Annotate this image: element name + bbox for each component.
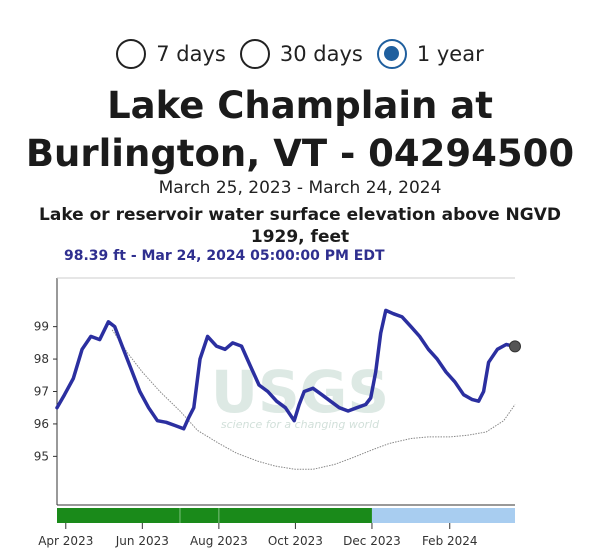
parameter-label: Lake or reservoir water surface elevatio…	[20, 204, 580, 248]
status-bar	[57, 508, 515, 523]
date-range: March 25, 2023 - March 24, 2024	[158, 178, 442, 198]
x-tick-label: Jun 2023	[115, 534, 169, 548]
x-tick-label: Apr 2023	[38, 534, 93, 548]
status-segment-provisional	[371, 508, 515, 523]
parameter-line-2: 1929, feet	[250, 227, 350, 247]
series-layer	[55, 308, 521, 470]
x-tick-label: Aug 2023	[190, 534, 248, 548]
x-tick-label: Feb 2024	[422, 534, 478, 548]
title-line-2: Burlington, VT - 04294500	[25, 132, 575, 175]
y-tick-label: 96	[34, 417, 49, 431]
range-option-7-days[interactable]: 7 days	[116, 39, 226, 69]
page-title: Lake Champlain at Burlington, VT - 04294…	[0, 82, 600, 178]
elevation-line	[55, 308, 517, 431]
x-tick-label: Oct 2023	[268, 534, 323, 548]
radio-1-year[interactable]	[376, 39, 407, 69]
parameter-line-1: Lake or reservoir water surface elevatio…	[39, 205, 561, 225]
radio-30-days[interactable]	[239, 39, 270, 69]
status-segment-approved	[57, 508, 372, 523]
range-option-30-days[interactable]: 30 days	[239, 39, 363, 69]
title-line-1: Lake Champlain at	[107, 84, 493, 127]
range-label-7-days: 7 days	[156, 42, 226, 66]
latest-value-marker	[509, 340, 521, 353]
watermark-logo-text: USGS	[211, 358, 389, 426]
latest-reading: 98.39 ft - Mar 24, 2024 05:00:00 PM EDT	[64, 248, 385, 264]
y-tick-label: 95	[34, 449, 49, 463]
radio-7-days[interactable]	[116, 39, 147, 69]
y-tick-label: 99	[34, 320, 49, 334]
x-tick-label: Dec 2023	[343, 534, 401, 548]
watermark-tagline: science for a changing world	[221, 418, 380, 431]
x-axis-ticks: Apr 2023 Jun 2023 Aug 2023 Oct 2023 Dec 2023…	[38, 523, 478, 548]
y-tick-label: 97	[34, 385, 49, 399]
range-option-1-year[interactable]: 1 year	[376, 39, 484, 69]
range-label-1-year: 1 year	[416, 42, 484, 66]
time-range-selector: 7 days 30 days 1 year	[0, 34, 600, 74]
y-tick-label: 98	[34, 352, 49, 366]
range-label-30-days: 30 days	[279, 42, 363, 66]
chart-axes: 95 96 97 98 99	[34, 277, 515, 506]
